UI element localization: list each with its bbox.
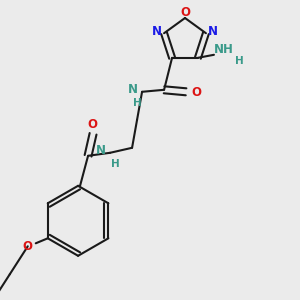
Text: H: H <box>235 56 243 66</box>
Text: O: O <box>87 118 97 131</box>
Text: O: O <box>23 240 33 253</box>
Text: O: O <box>180 5 190 19</box>
Text: N: N <box>128 83 138 96</box>
Text: N: N <box>152 25 162 38</box>
Text: H: H <box>111 159 119 169</box>
Text: NH: NH <box>214 43 234 56</box>
Text: N: N <box>96 144 106 157</box>
Text: N: N <box>208 25 218 38</box>
Text: H: H <box>133 98 141 108</box>
Text: O: O <box>191 86 201 99</box>
